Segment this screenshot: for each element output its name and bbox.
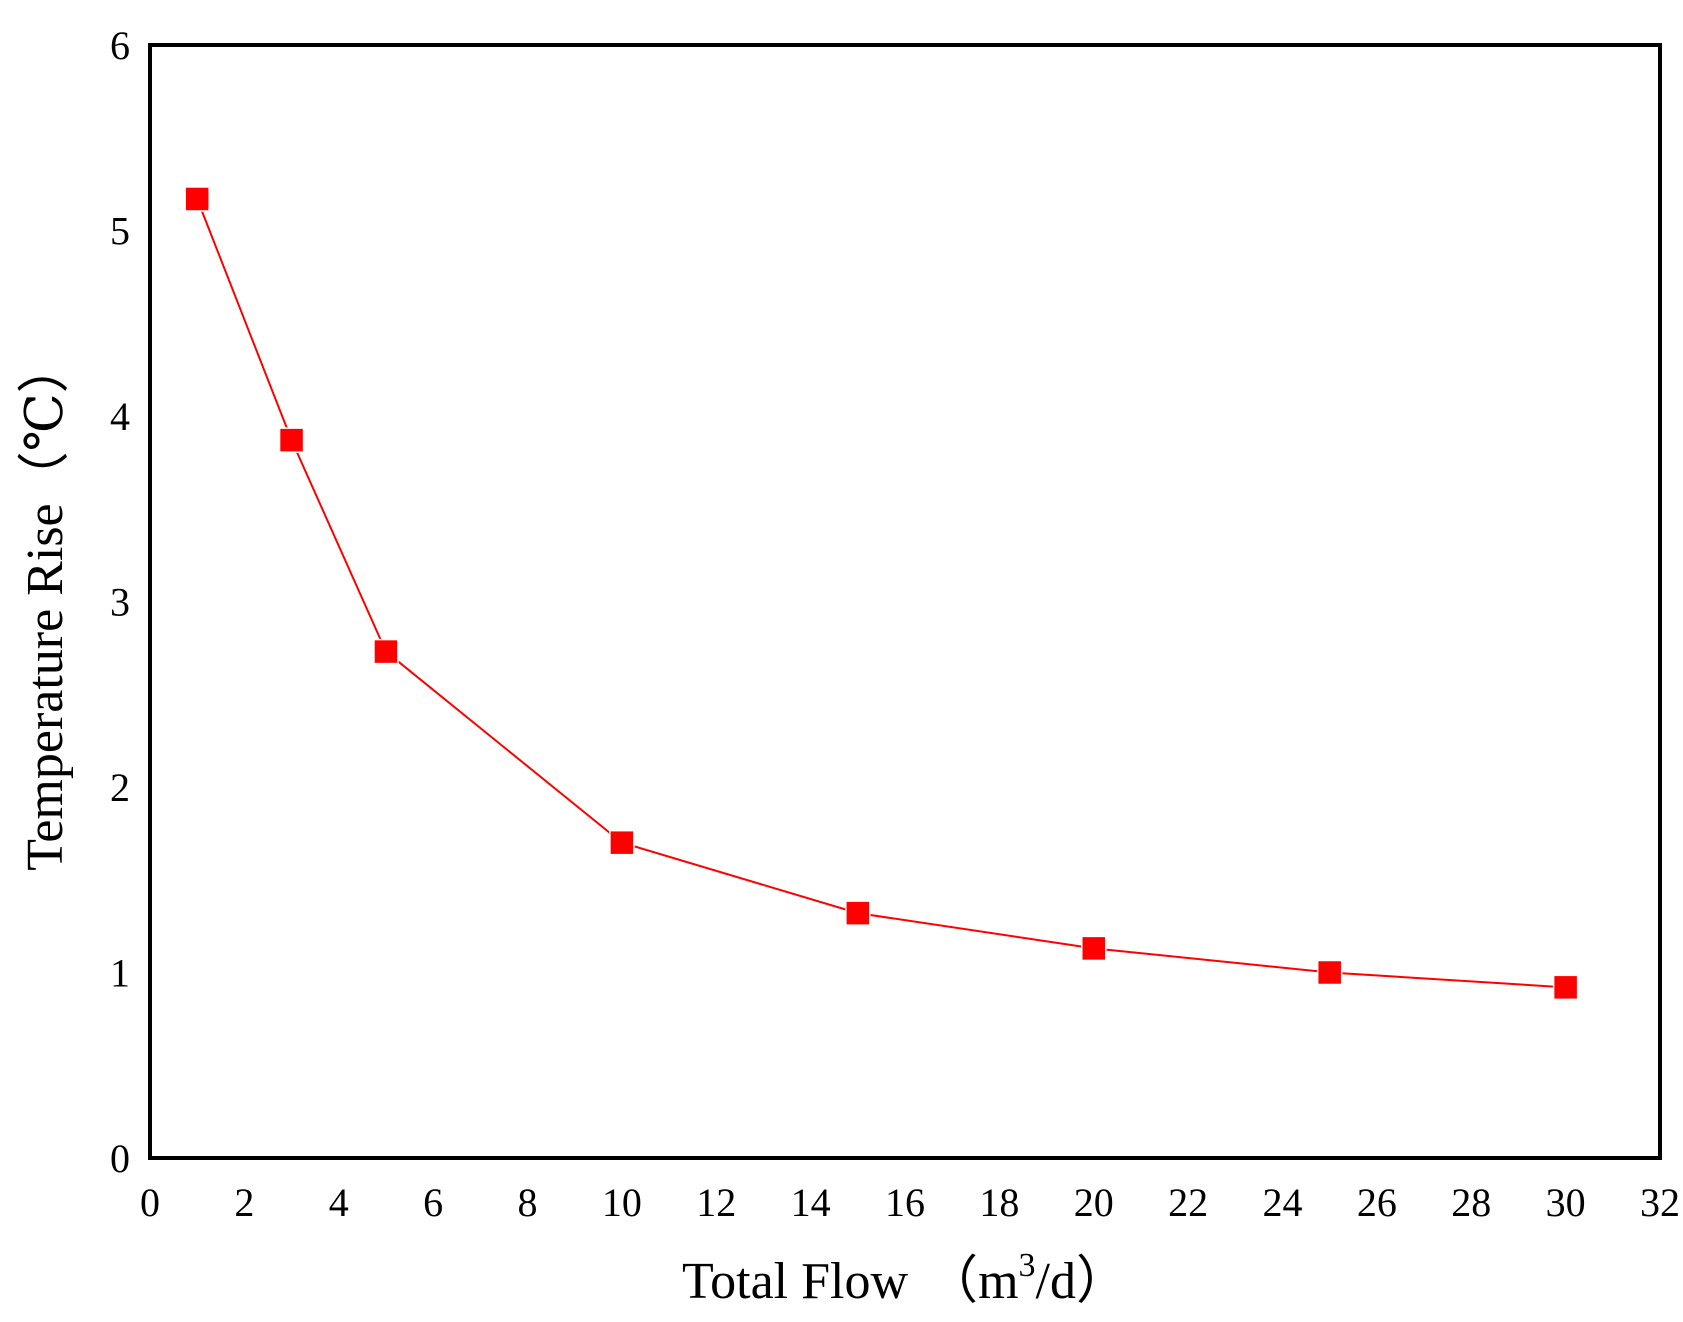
x-axis-title-main: Total Flow [682, 1253, 908, 1310]
x-tick-label: 30 [1546, 1180, 1586, 1225]
x-tick-label: 28 [1451, 1180, 1491, 1225]
x-tick-label: 0 [140, 1180, 160, 1225]
data-point-marker [184, 186, 210, 212]
x-tick-label: 18 [979, 1180, 1019, 1225]
x-tick-label: 4 [329, 1180, 349, 1225]
data-point-marker [609, 829, 635, 856]
x-tick-label: 16 [885, 1180, 925, 1225]
x-axis-ticks: 0 2 4 6 8 10 12 14 16 18 20 22 24 26 28 30 32 [140, 1180, 1680, 1225]
x-tick-label: 8 [518, 1180, 538, 1225]
x-axis-title-paren-open: （ [926, 1253, 978, 1310]
x-tick-label: 22 [1168, 1180, 1208, 1225]
y-axis-title: Temperature Rise（℃） [17, 341, 74, 871]
y-tick-label: 3 [110, 580, 130, 625]
x-axis-title-superscript: 3 [1019, 1247, 1036, 1284]
x-tick-label: 6 [423, 1180, 443, 1225]
y-axis-ticks: 0 1 2 3 4 5 6 [110, 23, 130, 1181]
y-tick-label: 0 [110, 1136, 130, 1181]
series-line [196, 198, 1566, 989]
data-point-marker [278, 427, 305, 453]
x-axis-title-unit-suffix: /d [1036, 1253, 1076, 1310]
series-layer [184, 186, 1579, 1001]
y-tick-label: 4 [110, 394, 130, 439]
y-tick-label: 5 [110, 209, 130, 254]
x-tick-label: 20 [1074, 1180, 1114, 1225]
x-tick-label: 12 [696, 1180, 736, 1225]
y-tick-label: 1 [110, 951, 130, 996]
x-tick-label: 2 [234, 1180, 254, 1225]
y-tick-label: 2 [110, 765, 130, 810]
plot-area-frame [148, 43, 1662, 1160]
x-tick-label: 24 [1263, 1180, 1303, 1225]
x-tick-label: 26 [1357, 1180, 1397, 1225]
x-axis-title-paren-close: ） [1076, 1253, 1128, 1310]
data-point-marker [845, 900, 871, 926]
x-axis-title-unit: m [978, 1253, 1018, 1310]
data-point-marker [1552, 974, 1579, 1001]
x-tick-label: 10 [602, 1180, 642, 1225]
data-point-marker [1316, 959, 1343, 986]
x-axis-title: Total Flow （m3/d） [682, 1247, 1128, 1310]
x-tick-label: 14 [791, 1180, 831, 1225]
y-tick-label: 6 [110, 23, 130, 68]
x-tick-label: 32 [1640, 1180, 1680, 1225]
data-point-marker [373, 638, 399, 665]
data-point-marker [1081, 935, 1107, 962]
